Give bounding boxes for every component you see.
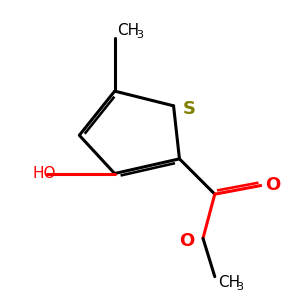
- Text: CH: CH: [218, 275, 240, 290]
- Text: S: S: [182, 100, 195, 118]
- Text: 3: 3: [236, 282, 243, 292]
- Text: O: O: [265, 176, 280, 194]
- Text: O: O: [179, 232, 194, 250]
- Text: HO: HO: [32, 166, 56, 181]
- Text: 3: 3: [136, 30, 143, 40]
- Text: CH: CH: [118, 23, 140, 38]
